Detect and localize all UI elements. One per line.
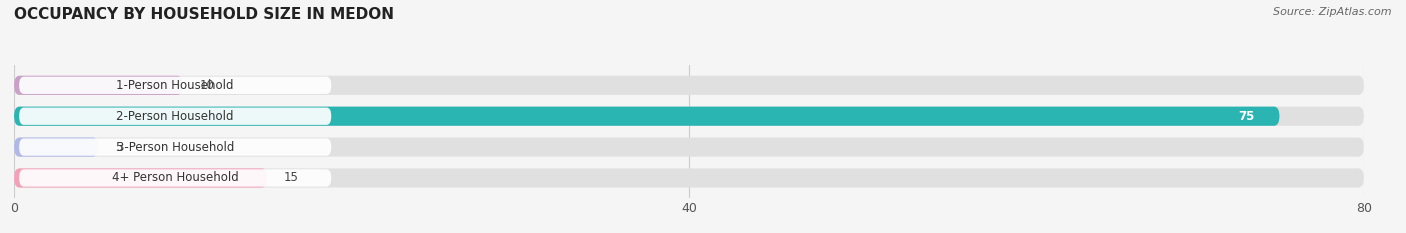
Text: 2-Person Household: 2-Person Household [117, 110, 233, 123]
FancyBboxPatch shape [14, 168, 1364, 188]
Text: 1-Person Household: 1-Person Household [117, 79, 233, 92]
Text: 4+ Person Household: 4+ Person Household [112, 171, 239, 185]
FancyBboxPatch shape [14, 76, 183, 95]
FancyBboxPatch shape [14, 107, 1279, 126]
Text: Source: ZipAtlas.com: Source: ZipAtlas.com [1274, 7, 1392, 17]
Text: 75: 75 [1237, 110, 1254, 123]
FancyBboxPatch shape [20, 138, 332, 156]
Text: OCCUPANCY BY HOUSEHOLD SIZE IN MEDON: OCCUPANCY BY HOUSEHOLD SIZE IN MEDON [14, 7, 394, 22]
FancyBboxPatch shape [14, 137, 1364, 157]
FancyBboxPatch shape [14, 137, 98, 157]
FancyBboxPatch shape [14, 76, 1364, 95]
FancyBboxPatch shape [20, 108, 332, 125]
FancyBboxPatch shape [20, 77, 332, 94]
Text: 3-Person Household: 3-Person Household [117, 140, 233, 154]
FancyBboxPatch shape [20, 169, 332, 187]
Text: 5: 5 [115, 140, 122, 154]
Text: 15: 15 [284, 171, 299, 185]
Text: 10: 10 [200, 79, 215, 92]
FancyBboxPatch shape [14, 107, 1364, 126]
FancyBboxPatch shape [14, 168, 267, 188]
